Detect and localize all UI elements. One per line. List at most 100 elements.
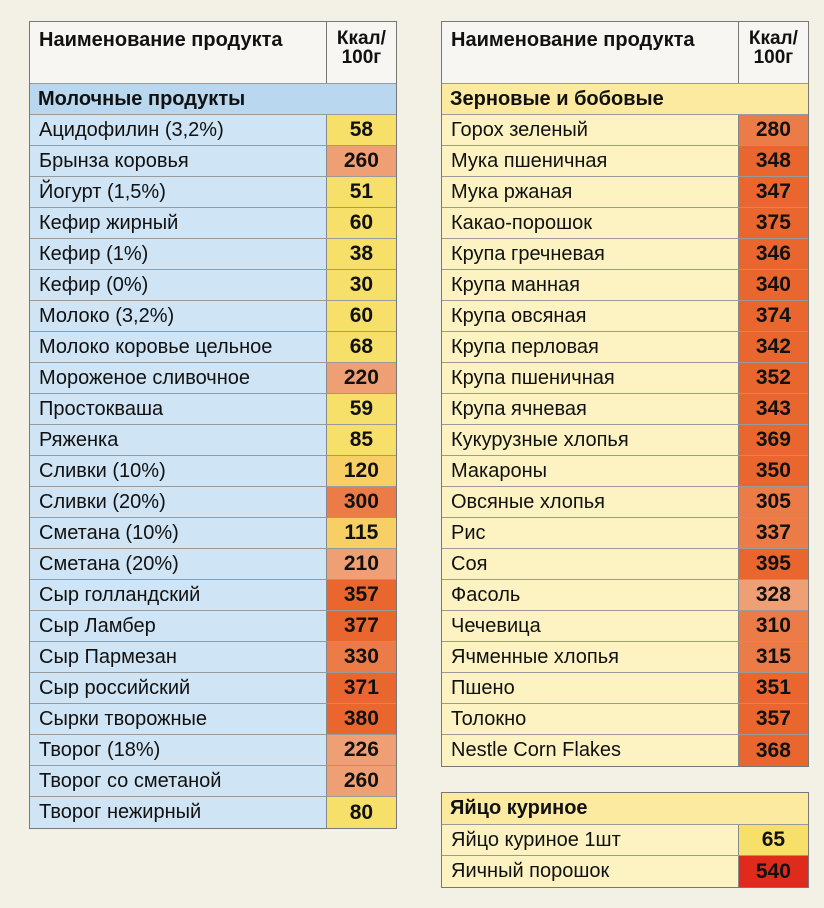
table-row: Горох зеленый 280 <box>442 115 808 146</box>
kcal-value: 352 <box>737 363 808 393</box>
table-row: Сырки творожные 380 <box>30 704 396 735</box>
kcal-value: 85 <box>325 425 396 455</box>
kcal-value: 120 <box>325 456 396 486</box>
product-name: Сыр голландский <box>39 583 201 606</box>
kcal-value: 305 <box>737 487 808 517</box>
product-name: Овсяные хлопья <box>451 490 605 513</box>
kcal-value: 38 <box>325 239 396 269</box>
product-name: Творог (18%) <box>39 738 161 761</box>
table-row: Сливки (10%) 120 <box>30 456 396 487</box>
kcal-header: Ккал/ 100г <box>737 22 808 83</box>
kcal-value: 343 <box>737 394 808 424</box>
product-name: Кефир (0%) <box>39 273 149 296</box>
table-row: Брынза коровья 260 <box>30 146 396 177</box>
product-name: Толокно <box>451 707 527 730</box>
product-name: Брынза коровья <box>39 149 189 172</box>
table-row: Сыр российский 371 <box>30 673 396 704</box>
product-name: Молоко (3,2%) <box>39 304 175 327</box>
kcal-value: 368 <box>737 735 808 766</box>
product-name: Творог нежирный <box>39 801 202 823</box>
table-row: Соя 395 <box>442 549 808 580</box>
product-name: Сливки (10%) <box>39 459 166 482</box>
product-name: Мороженое сливочное <box>39 366 251 389</box>
table-row: Ацидофилин (3,2%) 58 <box>30 115 396 146</box>
table-row: Яйцо куриное 1шт 65 <box>442 825 808 856</box>
kcal-value: 350 <box>737 456 808 486</box>
category-title: Яйцо куриное <box>450 797 588 819</box>
table-row: Мука пшеничная 348 <box>442 146 808 177</box>
product-name: Макароны <box>451 459 547 482</box>
category-row: Яйцо куриное <box>442 793 808 825</box>
table-row: Яичный порошок 540 <box>442 856 808 887</box>
product-name: Простокваша <box>39 397 164 420</box>
dairy-table: Наименование продукта Ккал/ 100г Молочны… <box>29 21 397 829</box>
eggs-rows: Яйцо куриное 1шт 65 Яичный порошок 540 <box>442 825 808 887</box>
kcal-value: 348 <box>737 146 808 176</box>
kcal-value: 60 <box>325 301 396 331</box>
table-row: Сметана (20%) 210 <box>30 549 396 580</box>
table-row: Какао-порошок 375 <box>442 208 808 239</box>
kcal-value: 315 <box>737 642 808 672</box>
product-name: Ряженка <box>39 428 119 451</box>
product-name: Творог со сметаной <box>39 769 222 792</box>
kcal-value: 68 <box>325 332 396 362</box>
table-row: Чечевица 310 <box>442 611 808 642</box>
product-name: Крупа ячневая <box>451 397 587 420</box>
category-title: Зерновые и бобовые <box>450 87 664 110</box>
product-name: Сыр российский <box>39 676 191 699</box>
kcal-value: 280 <box>737 115 808 145</box>
product-name-header: Наименование продукта <box>451 29 695 51</box>
table-row: Крупа манная 340 <box>442 270 808 301</box>
product-name: Какао-порошок <box>451 211 592 234</box>
kcal-value: 395 <box>737 549 808 579</box>
table-row: Кефир (0%) 30 <box>30 270 396 301</box>
table-row: Йогурт (1,5%) 51 <box>30 177 396 208</box>
category-row: Молочные продукты <box>30 84 396 115</box>
kcal-value: 346 <box>737 239 808 269</box>
product-name: Ячменные хлопья <box>451 645 619 668</box>
product-name: Сметана (10%) <box>39 521 179 544</box>
product-name: Мука пшеничная <box>451 149 608 172</box>
dairy-rows: Ацидофилин (3,2%) 58 Брынза коровья 260 Йогу… <box>30 115 396 828</box>
kcal-value: 330 <box>325 642 396 672</box>
product-name: Nestle Corn Flakes <box>451 739 622 761</box>
table-row: Творог (18%) 226 <box>30 735 396 766</box>
table-row: Макароны 350 <box>442 456 808 487</box>
table-row: Сливки (20%) 300 <box>30 487 396 518</box>
table-row: Крупа ячневая 343 <box>442 394 808 425</box>
product-name: Крупа манная <box>451 273 580 296</box>
table-header: Наименование продукта Ккал/ 100г <box>442 22 808 84</box>
kcal-value: 60 <box>325 208 396 238</box>
product-name: Горох зеленый <box>451 118 588 141</box>
product-name: Сыр Ламбер <box>39 614 156 637</box>
product-name: Чечевица <box>451 614 541 637</box>
kcal-value: 210 <box>325 549 396 579</box>
kcal-value: 226 <box>325 735 396 765</box>
product-name: Соя <box>451 552 488 575</box>
table-row: Крупа пшеничная 352 <box>442 363 808 394</box>
product-name-header: Наименование продукта <box>39 29 283 51</box>
table-row: Ряженка 85 <box>30 425 396 456</box>
table-row: Кефир (1%) 38 <box>30 239 396 270</box>
table-row: Сыр Пармезан 330 <box>30 642 396 673</box>
table-row: Крупа перловая 342 <box>442 332 808 363</box>
kcal-value: 59 <box>325 394 396 424</box>
table-row: Мороженое сливочное 220 <box>30 363 396 394</box>
table-row: Овсяные хлопья 305 <box>442 487 808 518</box>
table-row: Рис 337 <box>442 518 808 549</box>
kcal-value: 347 <box>737 177 808 207</box>
product-name: Фасоль <box>451 583 521 606</box>
product-name: Рис <box>451 521 486 544</box>
kcal-value: 377 <box>325 611 396 641</box>
kcal-value: 328 <box>737 580 808 610</box>
table-row: Творог нежирный 80 <box>30 797 396 828</box>
table-row: Сыр Ламбер 377 <box>30 611 396 642</box>
table-row: Сыр голландский 357 <box>30 580 396 611</box>
product-name: Крупа перловая <box>451 335 599 358</box>
kcal-value: 351 <box>737 673 808 703</box>
product-name: Яйцо куриное 1шт <box>451 828 621 851</box>
table-row: Мука ржаная 347 <box>442 177 808 208</box>
table-row: Крупа овсяная 374 <box>442 301 808 332</box>
kcal-value: 342 <box>737 332 808 362</box>
product-name: Сырки творожные <box>39 707 208 730</box>
